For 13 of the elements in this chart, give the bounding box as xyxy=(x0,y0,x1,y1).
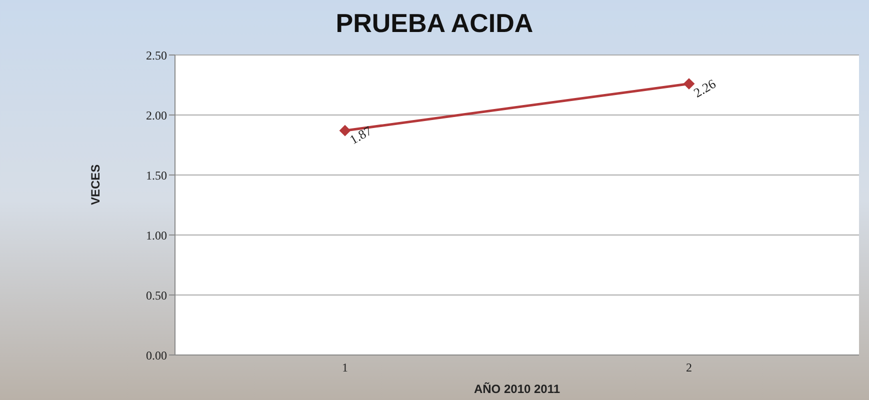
y-tick-label: 1.50 xyxy=(146,168,167,182)
x-axis-title: AÑO 2010 2011 xyxy=(474,382,560,396)
x-tick-label: 2 xyxy=(686,360,692,375)
y-tick-label: 0.50 xyxy=(146,288,167,302)
data-label: 2.26 xyxy=(691,76,719,100)
y-axis-title: VECES xyxy=(88,164,102,205)
y-tick-label: 0.00 xyxy=(146,348,167,362)
data-label: 1.87 xyxy=(347,122,375,148)
chart-title: PRUEBA ACIDA xyxy=(334,8,534,39)
y-tick-label: 2.50 xyxy=(146,48,167,62)
y-tick-label: 2.00 xyxy=(146,108,167,122)
y-tick-label: 1.00 xyxy=(146,228,167,242)
x-tick-label: 1 xyxy=(342,360,348,375)
